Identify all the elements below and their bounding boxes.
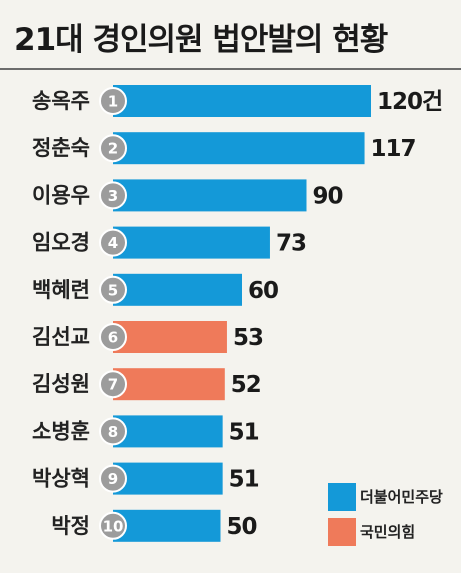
- rank-number: 4: [108, 234, 118, 252]
- member-name-label: 박정: [51, 514, 90, 538]
- rank-badge: [99, 181, 127, 210]
- member-name-label: 임오경: [32, 231, 90, 255]
- bar-8: [113, 415, 223, 448]
- rank-number: 7: [108, 376, 118, 394]
- value-label: 73: [276, 231, 306, 257]
- value-label: 51: [229, 467, 259, 493]
- chart-title: 21대 경인의원 법안발의 현황: [14, 22, 388, 58]
- bar-9: [113, 462, 223, 495]
- rank-badge: [99, 370, 127, 399]
- bar-4: [113, 226, 270, 259]
- value-label: 117: [371, 136, 416, 162]
- value-label: 90: [313, 183, 343, 209]
- rank-number: 1: [108, 93, 118, 111]
- value-label: 60: [248, 278, 278, 304]
- member-name-label: 정춘숙: [32, 136, 90, 160]
- member-name-label: 소병훈: [32, 419, 90, 443]
- value-label: 120건: [377, 89, 442, 115]
- legend-label: 국민의힘: [360, 523, 415, 541]
- value-label: 53: [233, 325, 263, 351]
- rank-badge: [99, 417, 127, 446]
- rank-badge: [99, 228, 127, 257]
- rank-badge: [99, 134, 127, 163]
- rank-number: 9: [108, 470, 118, 488]
- rank-number: 2: [108, 140, 118, 158]
- rank-number: 6: [108, 329, 118, 347]
- legend-swatch-1: [328, 483, 356, 511]
- member-name-label: 김성원: [32, 372, 90, 396]
- legend-label: 더불어민주당: [360, 488, 443, 506]
- value-label: 51: [229, 419, 259, 445]
- bar-7: [113, 368, 225, 401]
- bar-3: [113, 179, 307, 212]
- rank-number: 5: [108, 281, 118, 299]
- bar-1: [113, 85, 371, 117]
- rank-badge: [99, 323, 127, 351]
- member-name-label: 이용우: [32, 183, 90, 207]
- member-name-label: 송옥주: [32, 89, 90, 113]
- legend-swatch-2: [328, 518, 356, 546]
- rank-badge: [99, 275, 127, 304]
- rank-badge: [99, 464, 127, 493]
- title-divider: [0, 68, 461, 70]
- rank-badge: [99, 511, 127, 540]
- member-name-label: 김선교: [32, 325, 90, 349]
- rank-number: 10: [103, 517, 124, 535]
- value-label: 52: [231, 372, 261, 398]
- bar-6: [113, 321, 227, 353]
- rank-number: 3: [108, 187, 118, 205]
- bar-5: [113, 273, 242, 306]
- rank-badge: [99, 87, 127, 115]
- rank-number: 8: [108, 423, 118, 441]
- value-label: 50: [227, 514, 257, 540]
- member-name-label: 박상혁: [32, 467, 90, 491]
- bar-10: [113, 509, 221, 542]
- member-name-label: 백혜련: [32, 278, 90, 302]
- bar-2: [113, 132, 365, 165]
